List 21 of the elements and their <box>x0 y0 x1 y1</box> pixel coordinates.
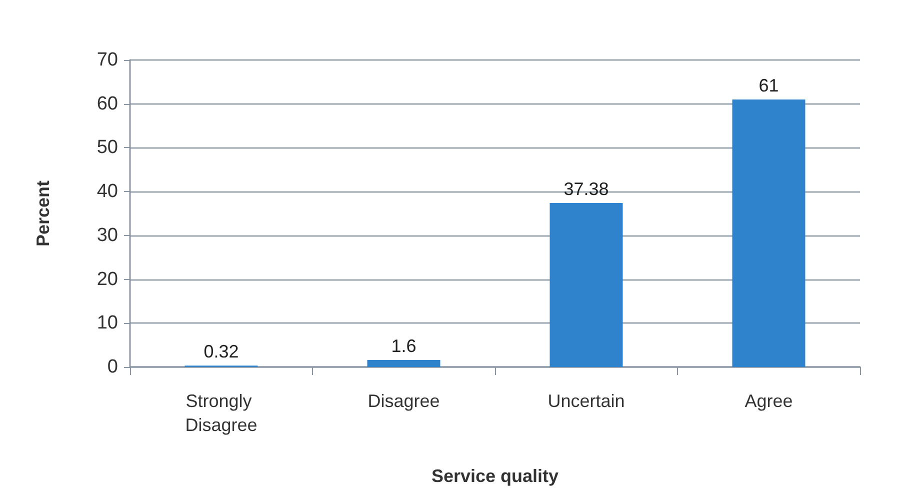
bar <box>367 360 440 367</box>
data-label: 37.38 <box>564 179 609 200</box>
bar <box>550 203 623 367</box>
x-tick-label: Uncertain <box>548 391 625 411</box>
y-tick-label: 60 <box>96 93 118 114</box>
data-label: 1.6 <box>391 336 416 356</box>
x-tick-label: Disagree <box>368 391 440 411</box>
y-tick-label: 70 <box>96 50 118 70</box>
x-tick-label: Agree <box>744 391 793 411</box>
y-tick-label: 50 <box>96 137 118 158</box>
bar <box>732 99 806 367</box>
y-tick-label: 10 <box>96 312 118 334</box>
y-tick-label: 40 <box>96 181 118 202</box>
data-label: 0.32 <box>204 342 239 362</box>
y-tick-label: 20 <box>96 268 118 290</box>
y-tick-label: 0 <box>107 356 118 378</box>
x-tick-label: Strongly Disagree <box>185 391 258 435</box>
data-label: 61 <box>758 75 779 96</box>
y-axis-title: Percent <box>33 180 53 247</box>
x-axis-title: Service quality <box>431 466 559 486</box>
y-tick-label: 30 <box>96 224 118 246</box>
